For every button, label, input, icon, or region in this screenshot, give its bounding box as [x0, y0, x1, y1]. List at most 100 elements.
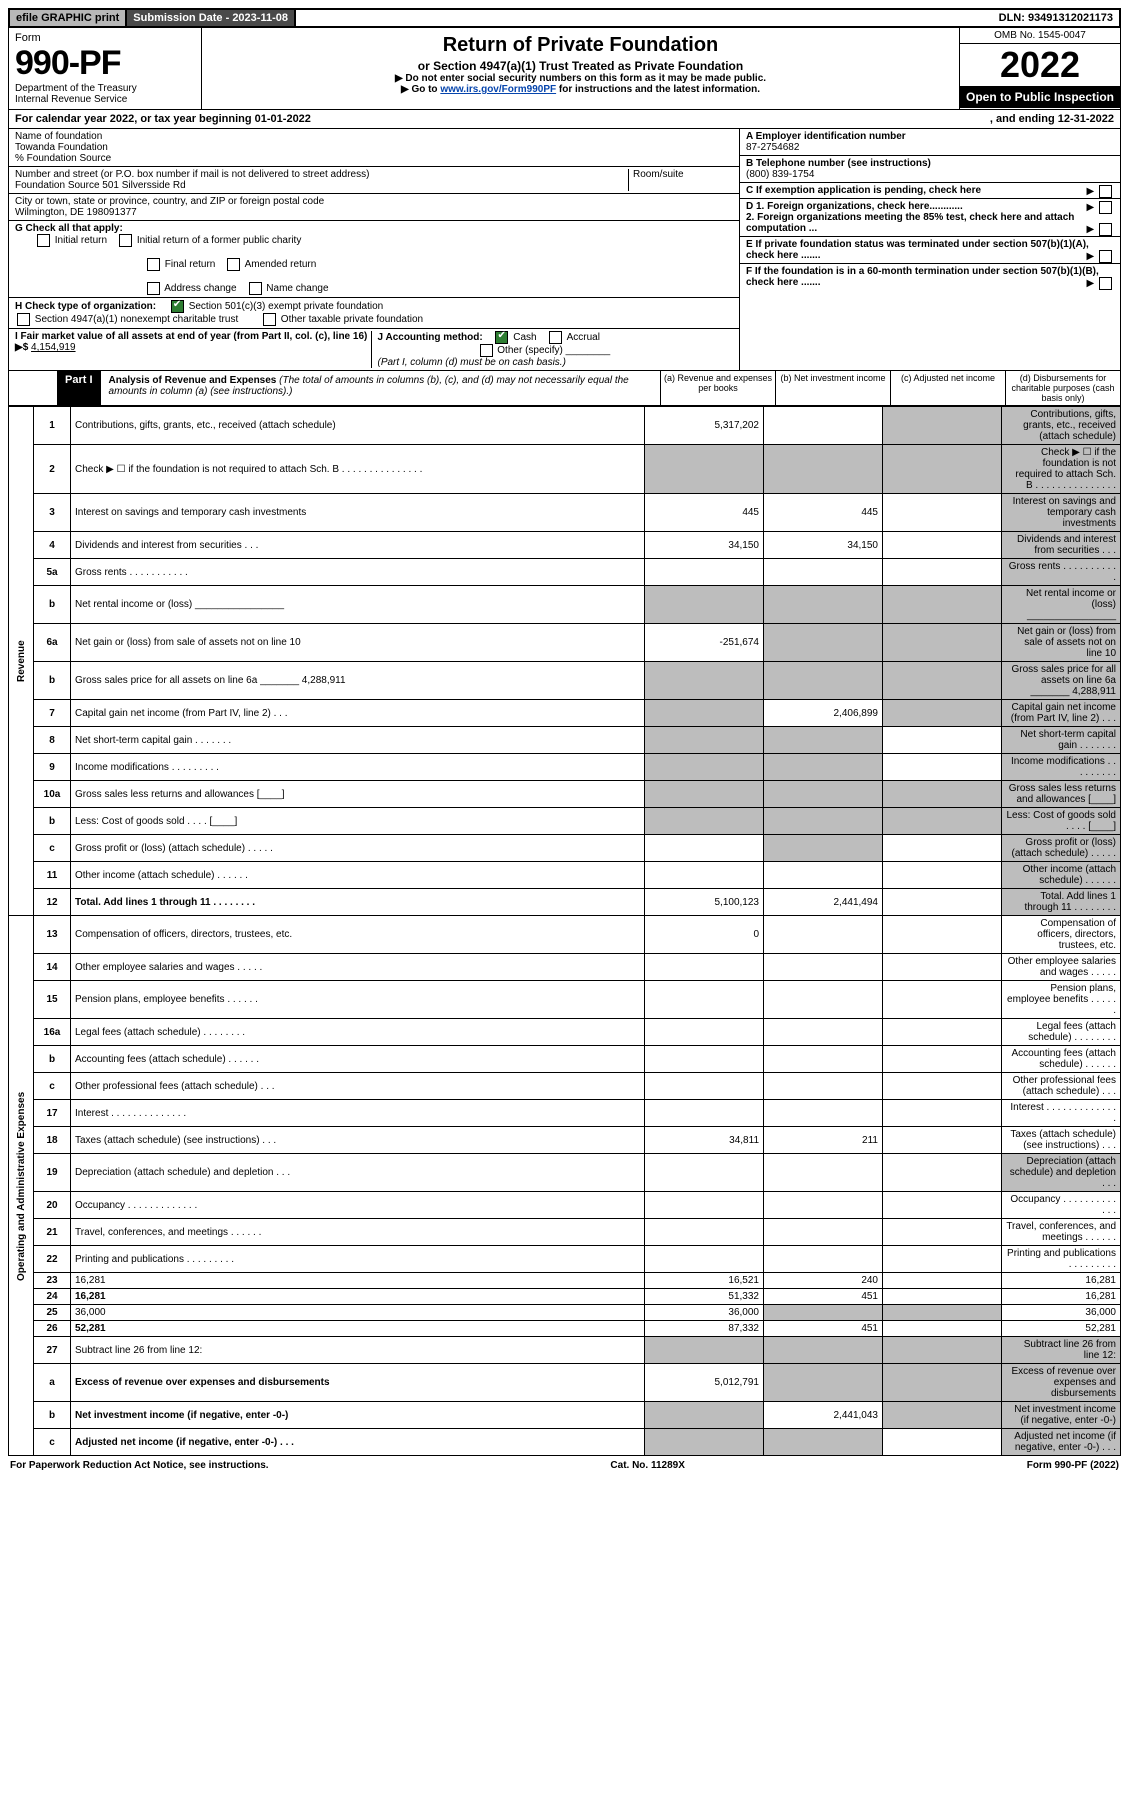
- info-left: Name of foundation Towanda Foundation % …: [9, 129, 739, 370]
- cell-c: [883, 1192, 1002, 1219]
- row-description: Other professional fees (attach schedule…: [71, 1073, 645, 1100]
- cell-d: Net gain or (loss) from sale of assets n…: [1002, 624, 1121, 662]
- row-description: Taxes (attach schedule) (see instruction…: [71, 1127, 645, 1154]
- row-number: 5a: [34, 559, 71, 586]
- cell-c: [883, 624, 1002, 662]
- cell-c: [883, 1289, 1002, 1305]
- cell-a: [645, 1337, 764, 1364]
- row-description: Gross sales less returns and allowances …: [71, 781, 645, 808]
- row-description: Interest on savings and temporary cash i…: [71, 494, 645, 532]
- cell-d: Travel, conferences, and meetings . . . …: [1002, 1219, 1121, 1246]
- row-number: b: [34, 808, 71, 835]
- d2-check[interactable]: ▶: [1087, 223, 1114, 236]
- f-check[interactable]: ▶: [1087, 277, 1114, 290]
- cell-d: Gross rents . . . . . . . . . . .: [1002, 559, 1121, 586]
- g-opt-address[interactable]: Address change: [145, 282, 237, 295]
- j-other[interactable]: Other (specify) ________: [478, 345, 611, 356]
- addr-label: Number and street (or P.O. box number if…: [15, 169, 628, 180]
- h-501c3[interactable]: Section 501(c)(3) exempt private foundat…: [169, 301, 383, 312]
- table-row: 2Check ▶ ☐ if the foundation is not requ…: [9, 445, 1121, 494]
- instr2-pre: ▶ Go to: [401, 84, 440, 95]
- j-label: J Accounting method:: [378, 332, 483, 343]
- room-label: Room/suite: [633, 169, 733, 180]
- cell-a: [645, 781, 764, 808]
- cell-a: [645, 1046, 764, 1073]
- cell-d: 52,281: [1002, 1321, 1121, 1337]
- c-check[interactable]: ▶: [1087, 185, 1114, 198]
- table-row: 16aLegal fees (attach schedule) . . . . …: [9, 1019, 1121, 1046]
- cell-b: 2,441,043: [764, 1402, 883, 1429]
- cell-b: [764, 754, 883, 781]
- j-cash[interactable]: Cash: [493, 332, 536, 343]
- cell-b: [764, 954, 883, 981]
- cell-a: [645, 445, 764, 494]
- row-number: 1: [34, 407, 71, 445]
- row-number: 10a: [34, 781, 71, 808]
- cell-c: [883, 445, 1002, 494]
- g-opt-final[interactable]: Final return: [145, 258, 215, 271]
- h-other[interactable]: Other taxable private foundation: [261, 314, 423, 325]
- h-4947[interactable]: Section 4947(a)(1) nonexempt charitable …: [15, 314, 238, 325]
- d-box: D 1. Foreign organizations, check here..…: [740, 199, 1120, 237]
- cell-c: [883, 1364, 1002, 1402]
- c-box: C If exemption application is pending, c…: [740, 183, 1120, 199]
- cell-b: 240: [764, 1273, 883, 1289]
- form990pf-link[interactable]: www.irs.gov/Form990PF: [440, 84, 556, 95]
- i-value: 4,154,919: [31, 342, 76, 353]
- city: Wilmington, DE 198091377: [15, 207, 733, 218]
- cell-c: [883, 916, 1002, 954]
- irs-label: Internal Revenue Service: [15, 94, 195, 105]
- table-row: 8Net short-term capital gain . . . . . .…: [9, 727, 1121, 754]
- cell-d: Depreciation (attach schedule) and deple…: [1002, 1154, 1121, 1192]
- row-number: 8: [34, 727, 71, 754]
- part1-desc: Analysis of Revenue and Expenses (The to…: [101, 371, 660, 405]
- entity-info: Name of foundation Towanda Foundation % …: [8, 129, 1121, 371]
- table-row: bNet investment income (if negative, ent…: [9, 1402, 1121, 1429]
- row-number: 18: [34, 1127, 71, 1154]
- cell-b: [764, 407, 883, 445]
- cell-b: 445: [764, 494, 883, 532]
- calyear-end: , and ending 12-31-2022: [990, 113, 1114, 125]
- header-left: Form 990-PF Department of the Treasury I…: [9, 28, 202, 109]
- row-description: Net gain or (loss) from sale of assets n…: [71, 624, 645, 662]
- cell-a: 0: [645, 916, 764, 954]
- row-number: 27: [34, 1337, 71, 1364]
- row-description: Adjusted net income (if negative, enter …: [71, 1429, 645, 1456]
- cell-a: [645, 1402, 764, 1429]
- row-number: 20: [34, 1192, 71, 1219]
- cell-a: 34,150: [645, 532, 764, 559]
- col-a-header: (a) Revenue and expenses per books: [660, 371, 775, 405]
- row-number: 24: [34, 1289, 71, 1305]
- cell-d: Income modifications . . . . . . . . .: [1002, 754, 1121, 781]
- ein-label: A Employer identification number: [746, 131, 1114, 142]
- row-description: Gross sales price for all assets on line…: [71, 662, 645, 700]
- cell-d: Accounting fees (attach schedule) . . . …: [1002, 1046, 1121, 1073]
- d1-check[interactable]: ▶: [1087, 201, 1114, 214]
- j-accrual[interactable]: Accrual: [547, 332, 600, 343]
- efile-label[interactable]: efile GRAPHIC print: [10, 10, 127, 26]
- table-row: 5aGross rents . . . . . . . . . . .Gross…: [9, 559, 1121, 586]
- city-label: City or town, state or province, country…: [15, 196, 733, 207]
- g-opt-name[interactable]: Name change: [247, 282, 329, 295]
- g-opt-initial-public[interactable]: Initial return of a former public charit…: [117, 234, 301, 247]
- e-check[interactable]: ▶: [1087, 250, 1114, 263]
- g-opt-initial[interactable]: Initial return: [35, 234, 107, 247]
- cell-c: [883, 1337, 1002, 1364]
- cell-d: Total. Add lines 1 through 11 . . . . . …: [1002, 889, 1121, 916]
- c-label: C If exemption application is pending, c…: [746, 185, 981, 196]
- row-number: 15: [34, 981, 71, 1019]
- part1-label: Part I: [57, 371, 101, 405]
- cell-a: [645, 1100, 764, 1127]
- cell-a: [645, 700, 764, 727]
- cell-d: Subtract line 26 from line 12:: [1002, 1337, 1121, 1364]
- cell-b: [764, 1019, 883, 1046]
- cell-c: [883, 754, 1002, 781]
- g-opt-amended[interactable]: Amended return: [225, 258, 316, 271]
- cell-a: [645, 754, 764, 781]
- cell-c: [883, 727, 1002, 754]
- row-description: Accounting fees (attach schedule) . . . …: [71, 1046, 645, 1073]
- row-number: 16a: [34, 1019, 71, 1046]
- cell-c: [883, 1046, 1002, 1073]
- row-description: Net investment income (if negative, ente…: [71, 1402, 645, 1429]
- cell-d: 16,281: [1002, 1289, 1121, 1305]
